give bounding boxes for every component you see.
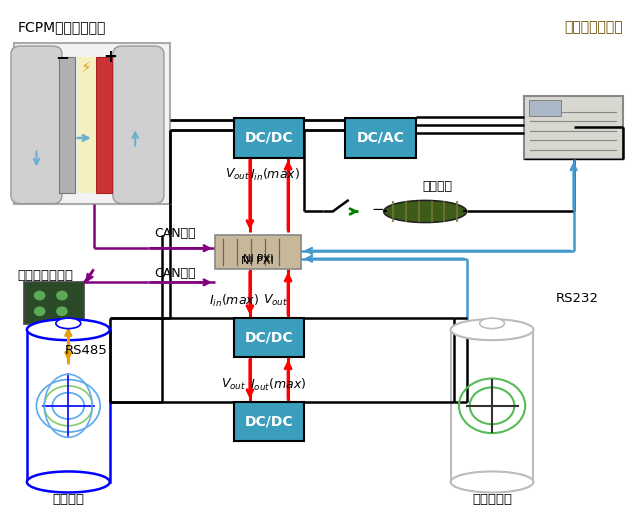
FancyBboxPatch shape: [11, 46, 62, 204]
Text: FCPM燃料电池模型: FCPM燃料电池模型: [17, 20, 106, 34]
Text: $V_{out}$: $V_{out}$: [221, 377, 246, 392]
Text: DC/DC: DC/DC: [244, 414, 293, 429]
Circle shape: [57, 291, 67, 300]
Text: 超级电容组: 超级电容组: [472, 493, 512, 506]
Text: NI PXI: NI PXI: [241, 256, 274, 266]
Ellipse shape: [451, 472, 534, 493]
Text: $I_{out}(max)$: $I_{out}(max)$: [250, 377, 307, 393]
Text: $V_{out}$: $V_{out}$: [225, 167, 250, 182]
FancyBboxPatch shape: [451, 329, 534, 482]
Ellipse shape: [27, 472, 109, 493]
FancyBboxPatch shape: [346, 118, 415, 158]
Text: $V_{out}$: $V_{out}$: [263, 293, 288, 308]
Text: $I_{in}(max)$: $I_{in}(max)$: [250, 167, 300, 183]
Circle shape: [35, 291, 45, 300]
Text: DC/AC: DC/AC: [356, 131, 404, 145]
Text: 三相可编程负载: 三相可编程负载: [564, 20, 623, 34]
FancyBboxPatch shape: [96, 56, 111, 193]
FancyBboxPatch shape: [59, 56, 75, 193]
Text: +: +: [103, 48, 116, 65]
FancyBboxPatch shape: [524, 96, 623, 159]
Text: DC/DC: DC/DC: [244, 331, 293, 345]
Text: NI PXI: NI PXI: [243, 254, 273, 264]
FancyBboxPatch shape: [14, 43, 170, 204]
FancyBboxPatch shape: [113, 46, 164, 204]
Text: ⚡: ⚡: [81, 60, 92, 74]
Ellipse shape: [27, 319, 109, 340]
FancyBboxPatch shape: [215, 235, 301, 269]
Ellipse shape: [479, 318, 504, 328]
Text: RS232: RS232: [556, 291, 599, 305]
Circle shape: [35, 307, 45, 315]
FancyBboxPatch shape: [234, 118, 304, 158]
FancyBboxPatch shape: [24, 282, 84, 324]
Text: 锂电池组: 锂电池组: [52, 493, 84, 506]
FancyBboxPatch shape: [234, 318, 304, 357]
Circle shape: [57, 307, 67, 315]
Text: RS485: RS485: [65, 344, 108, 357]
Ellipse shape: [451, 319, 534, 340]
Text: CAN总线: CAN总线: [154, 267, 196, 280]
Ellipse shape: [56, 318, 81, 328]
Text: CAN总线: CAN总线: [154, 228, 196, 240]
FancyBboxPatch shape: [27, 329, 109, 482]
Text: $I_{in}(max)$: $I_{in}(max)$: [209, 293, 259, 309]
Text: 锂电池管理系统: 锂电池管理系统: [17, 269, 74, 282]
FancyBboxPatch shape: [77, 56, 96, 193]
Ellipse shape: [384, 201, 467, 222]
Text: 保护电阵: 保护电阵: [422, 180, 452, 193]
Text: −: −: [371, 202, 384, 218]
FancyBboxPatch shape: [234, 402, 304, 441]
Text: DC/DC: DC/DC: [244, 131, 293, 145]
FancyBboxPatch shape: [529, 100, 561, 116]
Text: −: −: [55, 48, 69, 65]
